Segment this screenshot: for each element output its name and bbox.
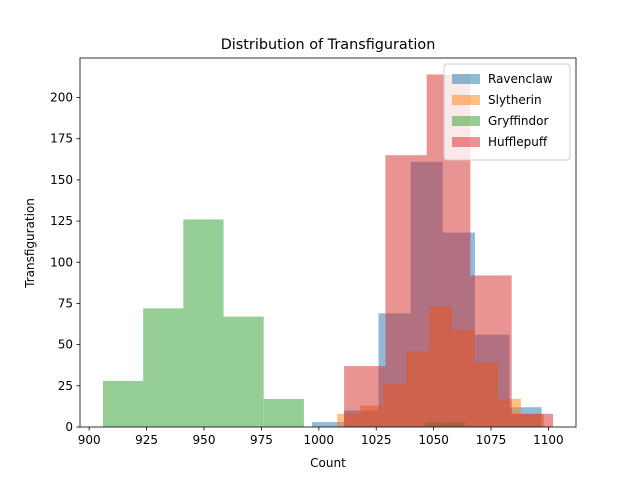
y-tick-label: 125 <box>50 214 73 228</box>
y-tick-label: 50 <box>58 338 73 352</box>
x-tick-label: 975 <box>250 433 273 447</box>
legend-label: Hufflepuff <box>488 135 548 149</box>
x-tick-label: 900 <box>78 433 101 447</box>
x-tick-label: 925 <box>135 433 158 447</box>
legend-swatch <box>452 95 480 105</box>
x-tick-label: 1100 <box>533 433 564 447</box>
bar <box>263 398 304 427</box>
y-tick-label: 25 <box>58 379 73 393</box>
y-tick-label: 0 <box>65 420 73 434</box>
legend-label: Gryffindor <box>488 114 549 128</box>
y-tick-label: 175 <box>50 132 73 146</box>
y-tick-label: 200 <box>50 91 73 105</box>
axes-frame <box>79 57 577 428</box>
x-tick-label: 950 <box>193 433 216 447</box>
y-tick-label: 75 <box>58 296 73 310</box>
y-axis-label: Transfiguration <box>23 198 37 289</box>
bar <box>223 316 264 427</box>
bar <box>183 219 224 427</box>
bar <box>511 413 554 427</box>
bar <box>143 308 184 427</box>
x-axis-label: Count <box>310 456 346 470</box>
legend-swatch <box>452 116 480 126</box>
legend-box <box>443 63 571 161</box>
bar <box>385 155 427 428</box>
y-tick-label: 150 <box>50 173 73 187</box>
x-tick-label: 1050 <box>418 433 449 447</box>
y-tick-label: 100 <box>50 255 73 269</box>
legend-swatch <box>452 74 480 84</box>
chart-title: Distribution of Transfiguration <box>221 37 436 53</box>
bar <box>470 275 512 427</box>
x-tick-label: 1000 <box>304 433 335 447</box>
legend-label: Slytherin <box>488 93 542 107</box>
x-tick-label: 1025 <box>361 433 392 447</box>
bar <box>102 380 144 427</box>
legend-swatch <box>452 137 480 147</box>
x-tick-label: 1075 <box>476 433 507 447</box>
bar <box>344 366 386 427</box>
legend-label: Ravenclaw <box>488 72 553 86</box>
bar <box>311 422 345 427</box>
